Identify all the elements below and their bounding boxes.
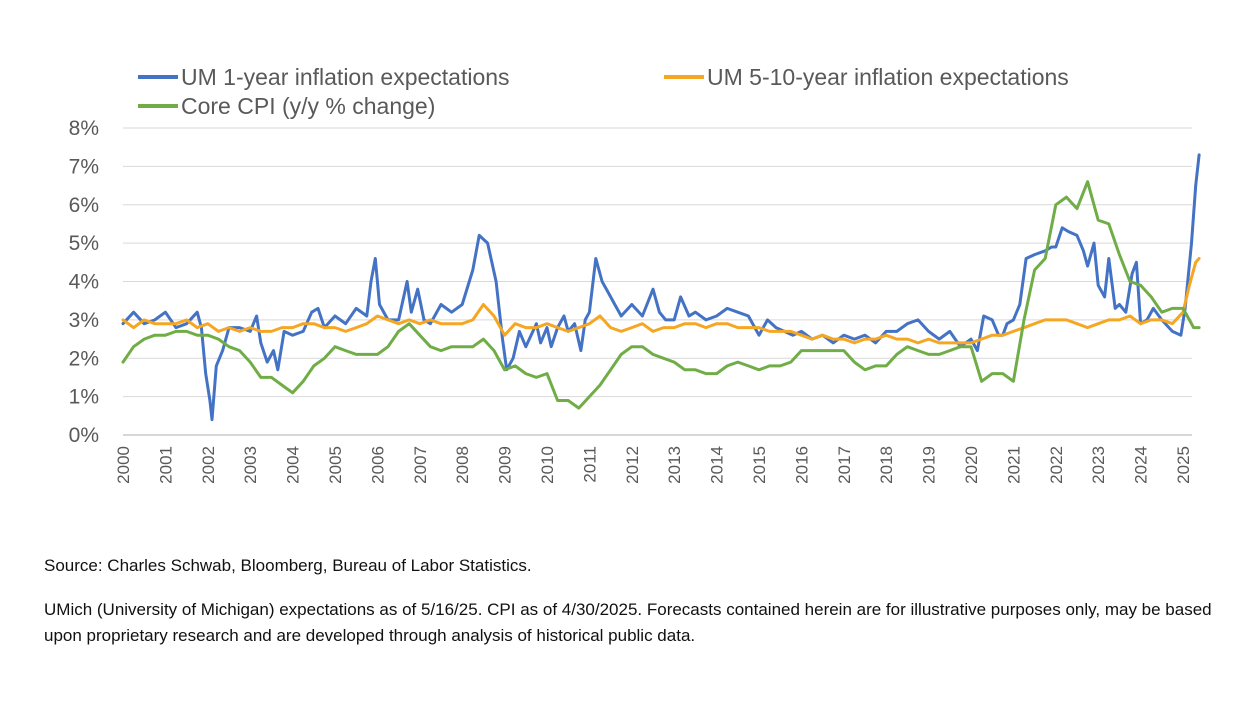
x-tick-label: 2000 bbox=[114, 446, 133, 484]
y-tick-label: 3% bbox=[69, 309, 99, 332]
chart-series bbox=[121, 153, 1201, 422]
y-tick-label: 2% bbox=[69, 347, 99, 370]
y-tick-label: 1% bbox=[69, 386, 99, 409]
x-tick-label: 2004 bbox=[284, 446, 303, 484]
x-tick-label: 2025 bbox=[1174, 446, 1193, 484]
x-tick-label: 2009 bbox=[496, 446, 515, 484]
x-axis-tick-labels: 2000 2001 2002 2003 2004 2005 2006 2007 2008 2009… bbox=[114, 446, 1193, 484]
y-tick-label: 8% bbox=[69, 117, 99, 140]
x-tick-label: 2022 bbox=[1047, 446, 1066, 484]
x-tick-label: 2017 bbox=[835, 446, 854, 484]
chart-gridlines bbox=[123, 127, 1192, 436]
source-note: Source: Charles Schwab, Bloomberg, Burea… bbox=[44, 556, 532, 575]
series-line-2 bbox=[121, 257, 1201, 345]
y-tick-label: 7% bbox=[69, 155, 99, 178]
disclaimer-note: UMich (University of Michigan) expectati… bbox=[44, 600, 1212, 645]
x-tick-label: 2002 bbox=[199, 446, 218, 484]
x-tick-label: 2010 bbox=[538, 446, 557, 484]
x-tick-label: 2021 bbox=[1004, 446, 1023, 484]
x-tick-label: 2016 bbox=[792, 446, 811, 484]
y-tick-label: 4% bbox=[69, 271, 99, 294]
x-tick-label: 2019 bbox=[920, 446, 939, 484]
series-line-1 bbox=[121, 153, 1201, 422]
x-tick-label: 2005 bbox=[326, 446, 345, 484]
x-tick-label: 2014 bbox=[708, 446, 727, 484]
legend-label: Core CPI (y/y % change) bbox=[181, 93, 435, 119]
chart-legend: UM 1-year inflation expectations UM 5-10-… bbox=[138, 64, 1069, 119]
y-axis-tick-labels: 0% 1% 2% 3% 4% 5% 6% 7% 8% bbox=[69, 117, 99, 447]
y-tick-label: 6% bbox=[69, 194, 99, 217]
x-tick-label: 2023 bbox=[1089, 446, 1108, 484]
x-tick-label: 2007 bbox=[411, 446, 430, 484]
x-tick-label: 2003 bbox=[241, 446, 260, 484]
x-tick-label: 2008 bbox=[453, 446, 472, 484]
x-tick-label: 2018 bbox=[877, 446, 896, 484]
y-tick-label: 5% bbox=[69, 232, 99, 255]
x-tick-label: 2012 bbox=[623, 446, 642, 484]
x-tick-label: 2011 bbox=[580, 446, 599, 483]
x-tick-label: 2001 bbox=[156, 446, 175, 484]
legend-label: UM 1-year inflation expectations bbox=[181, 64, 510, 90]
x-tick-label: 2006 bbox=[368, 446, 387, 484]
x-tick-label: 2015 bbox=[750, 446, 769, 484]
legend-label: UM 5-10-year inflation expectations bbox=[707, 64, 1069, 90]
x-tick-label: 2013 bbox=[665, 446, 684, 484]
x-tick-label: 2024 bbox=[1132, 446, 1151, 484]
series-line-3 bbox=[121, 180, 1201, 410]
y-tick-label: 0% bbox=[69, 424, 99, 447]
x-tick-label: 2020 bbox=[962, 446, 981, 484]
inflation-chart: UM 1-year inflation expectations UM 5-10-… bbox=[69, 64, 1201, 484]
